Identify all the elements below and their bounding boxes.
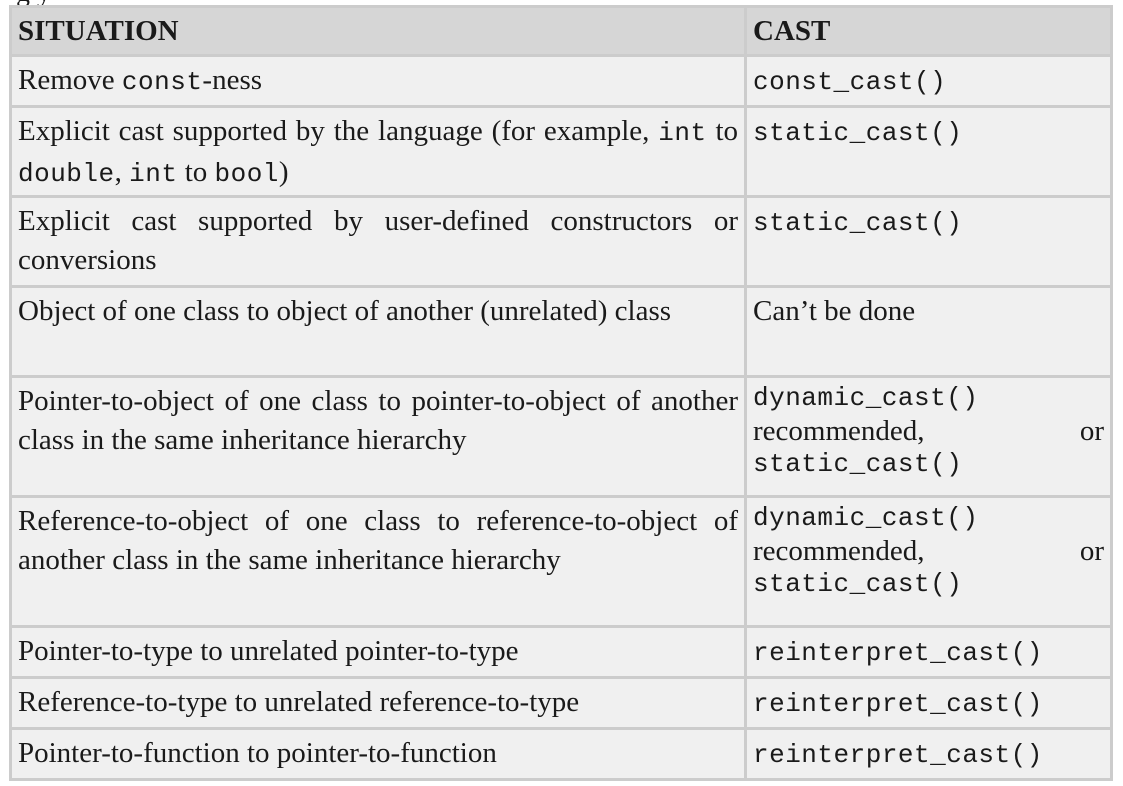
situation-cell: Explicit cast supported by user-defined … [9, 195, 747, 288]
cast-cell: static_cast() [744, 105, 1113, 198]
cast-cell: const_cast() [744, 54, 1113, 108]
recommendation-line: recommended, or [753, 414, 1104, 448]
situation-cell: Reference-to-object of one class to refe… [9, 495, 747, 628]
table-body: Remove const-ness const_cast() Explicit ca… [9, 54, 1113, 781]
inline-code: const [121, 67, 203, 97]
situation-cell: Explicit cast supported by the language … [9, 105, 747, 198]
cast-code: reinterpret_cast() [753, 740, 1043, 770]
table-row: Explicit cast supported by the language … [9, 105, 1113, 198]
table-row: Object of one class to object of another… [9, 285, 1113, 378]
inline-code: int [129, 159, 178, 189]
cast-code: reinterpret_cast() [753, 689, 1043, 719]
recommended-label: recommended, [753, 415, 925, 447]
cast-code: const_cast() [753, 67, 947, 97]
cast-cell: reinterpret_cast() [744, 727, 1113, 781]
cast-code-alternative: static_cast() [753, 569, 963, 599]
cast-code-primary: dynamic_cast() [753, 383, 979, 413]
cast-cell: static_cast() [744, 195, 1113, 288]
cast-situation-table: SITUATION CAST Remove const-ness const_ca… [9, 5, 1113, 781]
cast-code: static_cast() [753, 208, 963, 238]
cast-code-alternative: static_cast() [753, 449, 963, 479]
header-cast: CAST [744, 5, 1113, 57]
cast-cell: Can’t be done [744, 285, 1113, 378]
situation-cell: Pointer-to-object of one class to pointe… [9, 375, 747, 498]
situation-cell: Pointer-to-type to unrelated pointer-to-… [9, 625, 747, 679]
table-row: Pointer-to-type to unrelated pointer-to-… [9, 625, 1113, 679]
inline-code: bool [214, 159, 279, 189]
table-row: Pointer-to-function to pointer-to-functi… [9, 727, 1113, 781]
cast-cell: reinterpret_cast() [744, 676, 1113, 730]
cast-code: reinterpret_cast() [753, 638, 1043, 668]
table-row: Explicit cast supported by user-defined … [9, 195, 1113, 288]
or-label: or [1079, 535, 1104, 567]
recommended-label: recommended, [753, 535, 925, 567]
cast-code-primary: dynamic_cast() [753, 503, 979, 533]
cast-code: static_cast() [753, 118, 963, 148]
table-row: Remove const-ness const_cast() [9, 54, 1113, 108]
cut-off-caption-text: g y [16, 0, 51, 7]
inline-code: int [658, 118, 707, 148]
situation-cell: Pointer-to-function to pointer-to-functi… [9, 727, 747, 781]
cast-cell: dynamic_cast() recommended, or static_cast(… [744, 495, 1113, 628]
or-label: or [1079, 415, 1104, 447]
inline-code: double [18, 159, 115, 189]
cast-cell: reinterpret_cast() [744, 625, 1113, 679]
situation-cell: Remove const-ness [9, 54, 747, 108]
table-row: Pointer-to-object of one class to pointe… [9, 375, 1113, 498]
cast-text: Can’t be done [753, 295, 916, 327]
table-row: Reference-to-type to unrelated reference… [9, 676, 1113, 730]
recommendation-line: recommended, or [753, 534, 1104, 568]
cast-cell: dynamic_cast() recommended, or static_cast(… [744, 375, 1113, 498]
table-row: Reference-to-object of one class to refe… [9, 495, 1113, 628]
header-situation: SITUATION [9, 5, 747, 57]
table-header-row: SITUATION CAST [9, 5, 1113, 57]
situation-cell: Reference-to-type to unrelated reference… [9, 676, 747, 730]
situation-cell: Object of one class to object of another… [9, 285, 747, 378]
